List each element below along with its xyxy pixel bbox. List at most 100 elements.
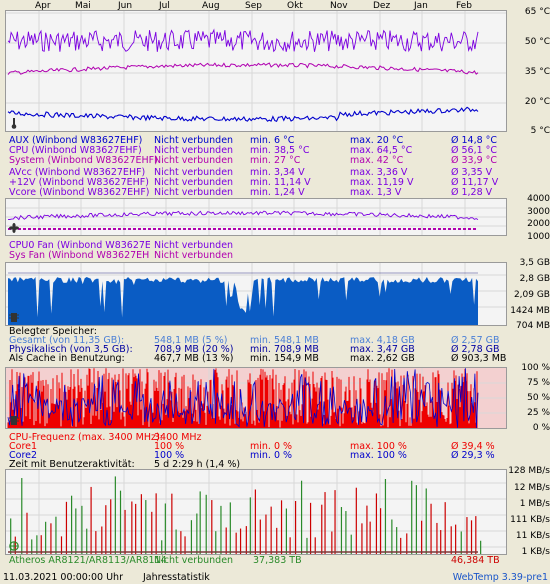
memory-min: min. 708,9 MB <box>250 344 319 355</box>
sensor-name: Sys Fan (Winbond W83627EHF) <box>9 250 150 261</box>
axis-tick: 2,09 GB <box>513 290 550 300</box>
memory-name: Als Cache in Benutzung: <box>9 353 125 364</box>
axis-tick: 0 % <box>532 423 550 433</box>
network-status: Nicht verbunden <box>154 555 234 566</box>
sensor-status: Nicht verbunden <box>154 177 234 188</box>
month-label: Jun <box>118 1 133 11</box>
fan-icon <box>9 223 19 234</box>
axis-tick: 3,5 GB <box>519 258 550 268</box>
sensor-avg: Ø 3,35 V <box>451 167 493 178</box>
axis-tick: 1000 <box>527 232 550 242</box>
cpu-load-graph <box>5 367 507 429</box>
memory-min: min. 154,9 MB <box>250 353 319 364</box>
month-label: Dez <box>373 1 391 11</box>
memory-avg: Ø 903,3 MB <box>451 353 507 364</box>
sensor-avg: Ø 11,17 V <box>451 177 499 188</box>
sensor-status: Nicht verbunden <box>154 240 234 251</box>
month-label: Jan <box>414 1 428 11</box>
footer-date: 11.03.2021 00:00:00 Uhr <box>3 572 123 583</box>
axis-tick: 4000 <box>527 194 550 204</box>
month-label: Aug <box>202 1 220 11</box>
memory-max: max. 4,18 GB <box>350 335 415 346</box>
axis-tick: 50 °C <box>524 37 550 47</box>
month-label: Sep <box>245 1 262 11</box>
sensor-max: max. 42 °C <box>350 155 404 166</box>
network-name: Atheros AR8121/AR8113/AR8114 <box>9 555 167 566</box>
sensor-name: Vcore (Winbond W83627EHF) <box>9 187 150 198</box>
sensor-status: Nicht verbunden <box>154 250 234 261</box>
memory-chip-icon <box>9 312 19 323</box>
memory-graph <box>5 262 507 326</box>
axis-tick: 1424 MB <box>510 306 550 316</box>
sensor-status: Nicht verbunden <box>154 145 234 156</box>
network-down-total: 37,383 TB <box>253 555 302 566</box>
memory-max: max. 3,47 GB <box>350 344 415 355</box>
memory-current: 467,7 MB (13 %) <box>154 353 234 364</box>
cpu-chip-icon <box>9 415 19 426</box>
axis-tick: 50 % <box>527 393 550 403</box>
month-label: Mai <box>75 1 91 11</box>
system-temp-line <box>7 62 479 75</box>
sensor-name: +12V (Winbond W83627EHF) <box>9 177 149 188</box>
axis-tick: 100 % <box>521 363 550 373</box>
axis-tick: 11 KB/s <box>515 531 550 541</box>
sensor-min: min. 27 °C <box>250 155 301 166</box>
axis-tick: 25 % <box>527 408 550 418</box>
sensor-max: max. 64,5 °C <box>350 145 413 156</box>
axis-tick: 65 °C <box>524 7 550 17</box>
sensor-min: min. 3,34 V <box>250 167 305 178</box>
month-label: Nov <box>330 1 348 11</box>
sensor-name: CPU0 Fan (Winbond W83627EHF) <box>9 240 150 251</box>
core-max: max. 100 % <box>350 450 407 461</box>
sensor-avg: Ø 56,1 °C <box>451 145 498 156</box>
sensor-status: Nicht verbunden <box>154 167 234 178</box>
core-min: min. 0 % <box>250 441 293 452</box>
axis-tick: 35 °C <box>524 67 550 77</box>
sensor-avg: Ø 33,9 °C <box>451 155 498 166</box>
sensor-min: min. 6 °C <box>250 135 295 146</box>
axis-tick: 1 KB/s <box>521 547 550 557</box>
fan-graph <box>5 198 507 236</box>
memory-name: Gesamt (von 11,35 GB): <box>9 335 125 346</box>
footer: 11.03.2021 00:00:00 Uhr Jahresstatistik … <box>0 571 550 584</box>
core-avg: Ø 39,4 % <box>451 441 495 452</box>
thermometer-icon <box>9 118 19 129</box>
month-axis: Apr Mai Jun Jul Aug Sep Okt Nov Dez Jan … <box>5 0 507 11</box>
axis-tick: 3000 <box>527 207 550 217</box>
cpu-fan-line <box>7 210 479 221</box>
axis-tick: 111 KB/s <box>510 515 550 525</box>
sensor-min: min. 11,14 V <box>250 177 311 188</box>
core-name: Core1 <box>9 441 38 452</box>
core-current: 100 % <box>154 441 185 452</box>
sensor-name: AUX (Winbond W83627EHF) <box>9 135 143 146</box>
core-name: Core2 <box>9 450 38 461</box>
footer-version[interactable]: WebTemp 3.39-pre1 <box>452 572 548 583</box>
network-graph <box>5 469 507 555</box>
axis-tick: 1 MB/s <box>519 499 550 509</box>
memory-current: 708,9 MB (20 %) <box>154 344 234 355</box>
cpu-temp-line <box>7 28 479 53</box>
axis-tick: 5 °C <box>530 126 550 136</box>
core2-line <box>7 368 479 428</box>
memory-area <box>8 277 478 325</box>
axis-tick: 2,8 GB <box>519 274 550 284</box>
core-min: min. 0 % <box>250 450 293 461</box>
axis-tick: 704 MB <box>516 321 550 331</box>
memory-current: 548,1 MB (5 %) <box>154 335 228 346</box>
footer-mode[interactable]: Jahresstatistik <box>143 572 210 583</box>
temperature-graph <box>5 10 507 132</box>
sensor-avg: Ø 1,28 V <box>451 187 493 198</box>
axis-tick: 2000 <box>527 219 550 229</box>
axis-tick: 128 MB/s <box>508 466 550 476</box>
memory-min: min. 548,1 MB <box>250 335 319 346</box>
memory-max: max. 2,62 GB <box>350 353 415 364</box>
sensor-name: AVcc (Winbond W83627EHF) <box>9 167 146 178</box>
network-icon <box>9 541 19 552</box>
sensor-status: Nicht verbunden <box>154 135 234 146</box>
sensor-max: max. 1,3 V <box>350 187 402 198</box>
memory-avg: Ø 2,57 GB <box>451 335 500 346</box>
sensor-max: max. 11,19 V <box>350 177 414 188</box>
core-max: max. 100 % <box>350 441 407 452</box>
memory-name: Physikalisch (von 3,5 GB): <box>9 344 133 355</box>
axis-tick: 12 MB/s <box>514 483 550 493</box>
